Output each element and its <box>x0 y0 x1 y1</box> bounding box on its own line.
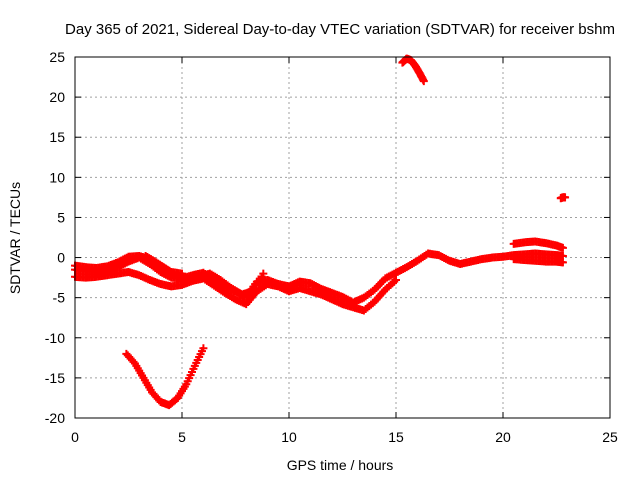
x-tick-label: 25 <box>602 429 618 445</box>
y-tick-label: -5 <box>53 290 66 306</box>
y-tick-label: 10 <box>49 169 65 185</box>
y-tick-label: 15 <box>49 129 65 145</box>
series-isolated-point <box>556 193 570 203</box>
data-point <box>558 258 567 267</box>
data-point <box>199 344 208 353</box>
y-tick-label: 25 <box>49 49 65 65</box>
y-axis-label: SDTVAR / TECUs <box>7 182 23 294</box>
data-point <box>129 357 138 366</box>
data-layer <box>71 54 570 410</box>
series-arc-mid-band <box>141 251 268 299</box>
x-tick-label: 15 <box>388 429 404 445</box>
x-axis-label: GPS time / hours <box>287 457 394 473</box>
series-arc-late-upper <box>509 237 567 252</box>
y-tick-label: -20 <box>45 410 65 426</box>
chart-title: Day 365 of 2021, Sidereal Day-to-day VTE… <box>65 21 615 38</box>
y-tick-label: 20 <box>49 89 65 105</box>
axis-ticks: 0 5 10 15 20 25 -20 -15 -10 -5 0 5 10 15 20 25 <box>45 49 618 445</box>
data-point <box>558 243 567 252</box>
x-tick-label: 20 <box>495 429 511 445</box>
x-tick-label: 10 <box>281 429 297 445</box>
data-point <box>561 193 570 202</box>
x-tick-label: 0 <box>71 429 79 445</box>
grid <box>75 57 610 418</box>
series-arc-late-lower <box>509 255 567 267</box>
plot-frame <box>74 56 611 419</box>
y-tick-label: 5 <box>57 209 65 225</box>
y-tick-label: -10 <box>45 330 65 346</box>
series-arc-dip <box>122 344 208 410</box>
x-tick-label: 5 <box>178 429 186 445</box>
data-point <box>419 77 428 86</box>
y-tick-label: 0 <box>57 250 65 266</box>
y-tick-label: -15 <box>45 370 65 386</box>
data-point <box>392 276 400 285</box>
data-point <box>259 269 268 278</box>
series-arc-high <box>398 54 428 86</box>
